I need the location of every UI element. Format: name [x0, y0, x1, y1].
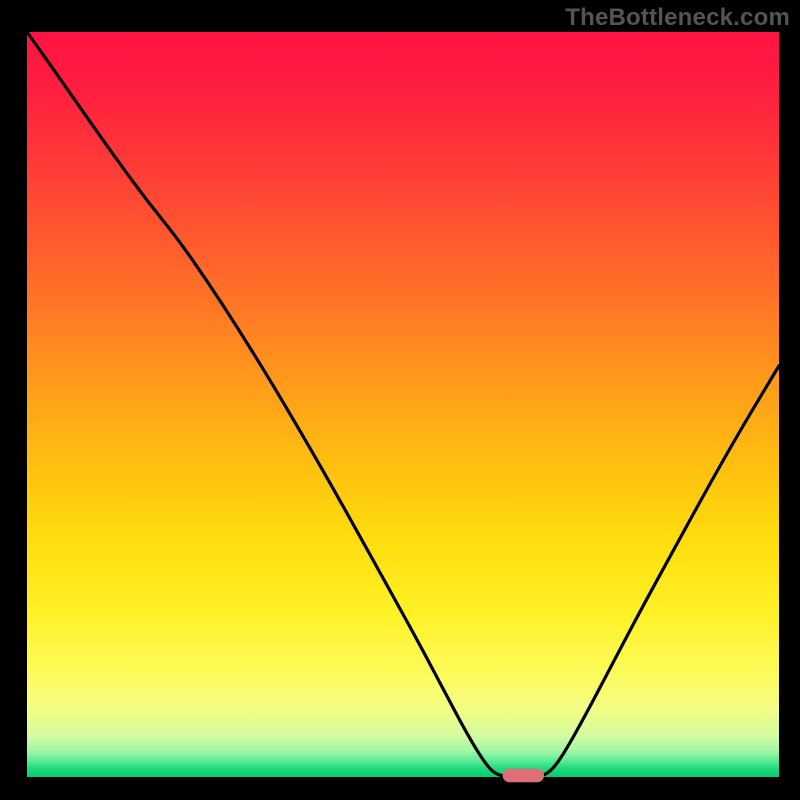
optimal-marker: [503, 769, 544, 782]
chart-svg: [0, 0, 800, 800]
chart-stage: TheBottleneck.com: [0, 0, 800, 800]
plot-gradient-background: [27, 32, 779, 777]
watermark-text: TheBottleneck.com: [565, 4, 790, 32]
